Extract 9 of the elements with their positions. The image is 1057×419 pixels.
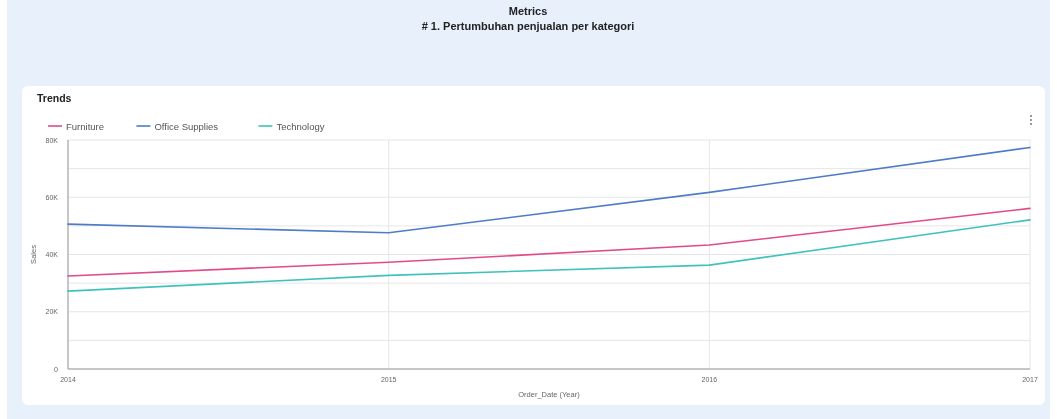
- legend-label: Office Supplies: [154, 120, 219, 132]
- chart-subtitle: # 1. Pertumbuhan penjualan per kategori: [421, 20, 635, 32]
- line-series: [67, 219, 1031, 292]
- legend-label: Technology: [276, 120, 325, 132]
- line-series: [67, 207, 1031, 277]
- legend-label: Furniture: [66, 120, 105, 132]
- line-series: [67, 146, 1031, 234]
- text: Trends: [37, 92, 72, 104]
- chart-title: Metrics: [508, 5, 548, 17]
